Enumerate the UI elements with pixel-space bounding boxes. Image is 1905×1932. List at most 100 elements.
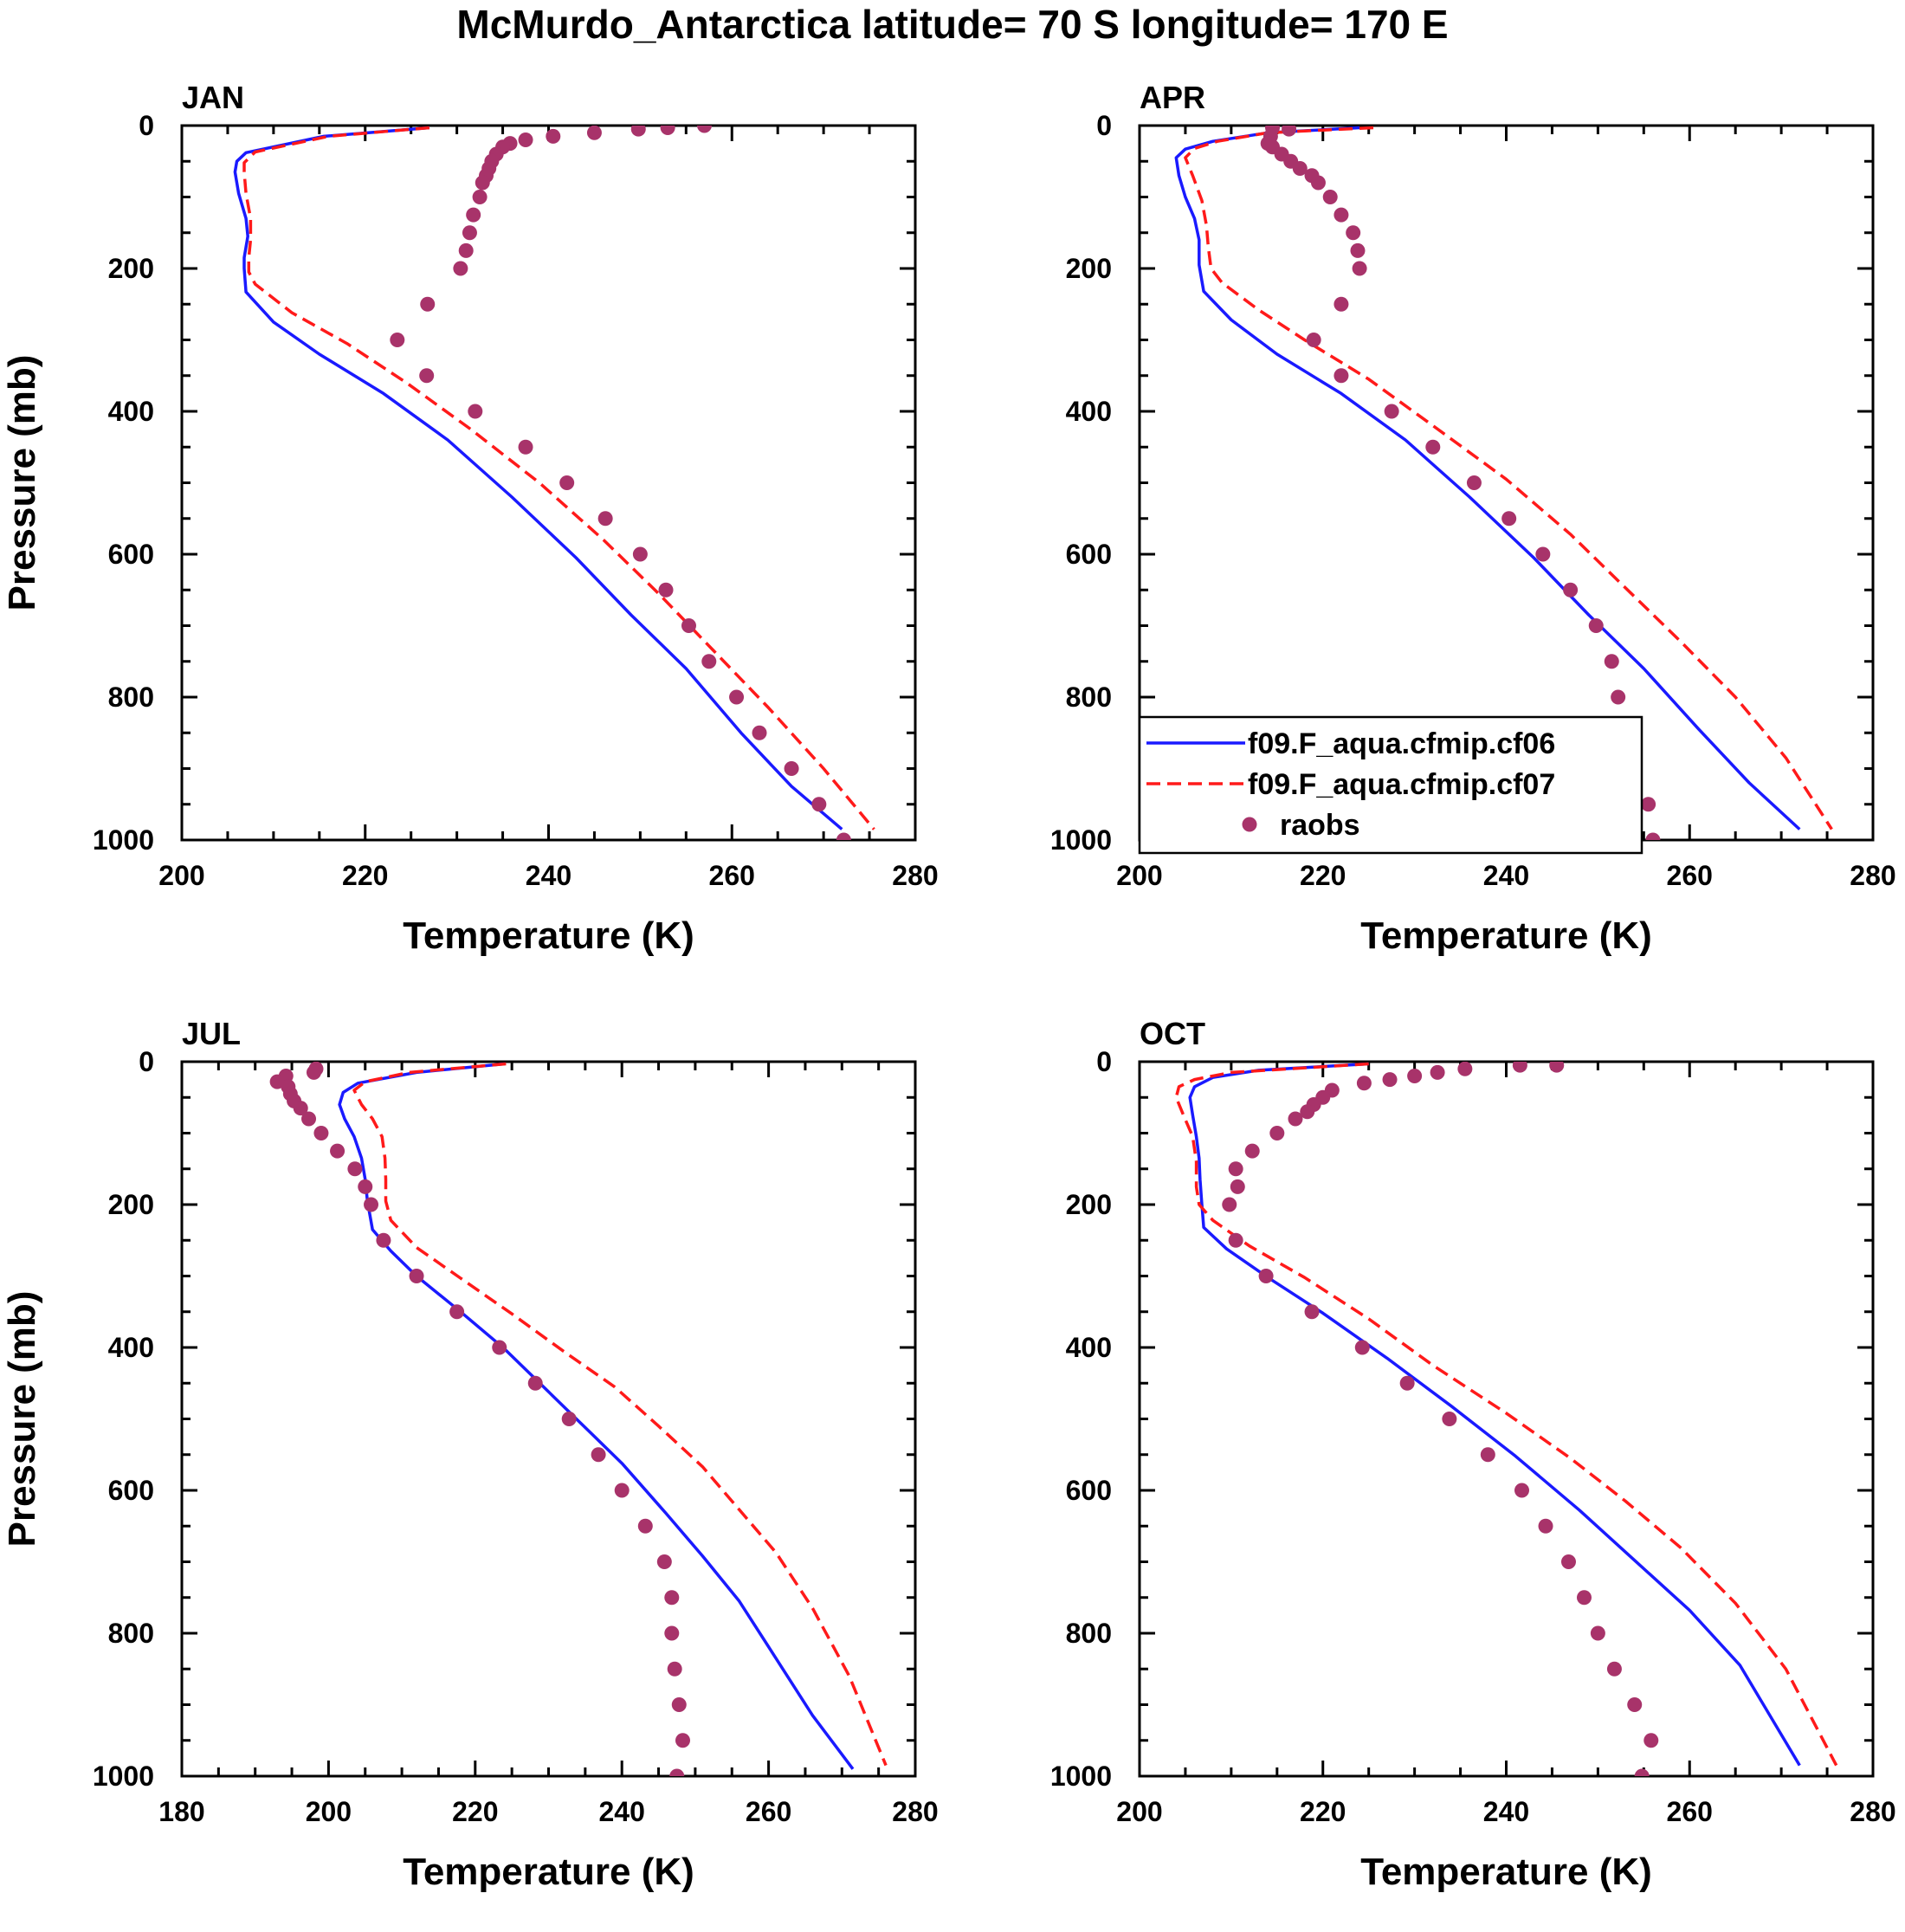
raobs-point <box>630 126 646 137</box>
raobs-point <box>591 1447 606 1463</box>
x-tick-label: 200 <box>1116 860 1162 891</box>
raobs-point <box>313 1126 329 1140</box>
raobs-point <box>1322 190 1338 204</box>
raobs-point <box>1643 1733 1659 1748</box>
raobs-point <box>1641 797 1656 812</box>
y-tick-label: 400 <box>1066 1332 1112 1363</box>
raobs-point <box>675 1733 691 1748</box>
raobs-point <box>561 1412 577 1426</box>
raobs-point <box>637 1518 653 1534</box>
y-tick-label: 400 <box>108 1332 154 1363</box>
raobs-point <box>1399 1375 1415 1391</box>
raobs-point <box>1480 1447 1495 1463</box>
y-tick-label: 600 <box>108 1475 154 1506</box>
raobs-point <box>1514 1483 1529 1498</box>
y-axis-label: Pressure (mb) <box>1 1291 43 1548</box>
raobs-point <box>458 242 474 258</box>
raobs-point <box>1590 1625 1605 1641</box>
raobs-point <box>784 761 799 776</box>
panel-jan: JAN 200 220 240 260 280 0 200 400 600 800 1000 Tempe… <box>1 80 939 957</box>
legend: f09.F_aqua.cfmip.cf06 f09.F_aqua.cfmip.cf… <box>1138 715 1643 855</box>
raobs-point <box>330 1143 345 1159</box>
x-tick-label: 240 <box>1483 860 1529 891</box>
raobs-point <box>1304 1304 1320 1320</box>
x-tick-label: 280 <box>1850 860 1895 891</box>
x-tick-label: 200 <box>306 1796 352 1827</box>
raobs-point <box>1228 1161 1243 1177</box>
raobs-point <box>1588 618 1604 633</box>
raobs-point <box>1563 582 1579 598</box>
x-axis-label: Temperature (K) <box>1360 1851 1652 1893</box>
panels-container: JAN 200 220 240 260 280 0 200 400 600 800 1000 Tempe… <box>1 80 1896 1893</box>
raobs-point <box>701 654 717 669</box>
x-tick-label: 220 <box>342 860 388 891</box>
panel-jul: JUL 180 200 220 240 260 280 0 200 400 600 800 1000 Te… <box>1 1016 939 1893</box>
raobs-point <box>1356 1076 1372 1091</box>
raobs-point <box>667 1661 682 1677</box>
legend-label-cf06: f09.F_aqua.cfmip.cf06 <box>1248 727 1555 760</box>
raobs-point <box>462 225 477 241</box>
raobs-point <box>1300 1104 1315 1120</box>
x-tick-label: 280 <box>892 860 938 891</box>
legend-box <box>1138 715 1643 855</box>
y-tick-label: 600 <box>1066 1475 1112 1506</box>
raobs-point <box>293 1101 308 1116</box>
raobs-point <box>1244 1143 1260 1159</box>
raobs-point <box>669 1768 685 1776</box>
raobs-point <box>347 1161 363 1177</box>
raobs-point <box>1346 225 1361 241</box>
panel-title: JUL <box>182 1016 241 1051</box>
raobs-point <box>1604 654 1619 669</box>
raobs-point <box>466 207 481 223</box>
raobs-point <box>1352 261 1367 276</box>
y-tick-label: 200 <box>1066 1189 1112 1220</box>
raobs-point <box>364 1197 379 1212</box>
x-tick-label: 260 <box>1667 1796 1713 1827</box>
y-tick-label: 1000 <box>93 824 154 856</box>
raobs-point <box>664 1590 680 1606</box>
raobs-point <box>1382 1072 1398 1088</box>
x-tick-label: 260 <box>709 860 755 891</box>
legend-label-cf07: f09.F_aqua.cfmip.cf07 <box>1248 768 1555 801</box>
y-tick-label: 1000 <box>93 1761 154 1792</box>
cf06-line <box>233 126 843 830</box>
raobs-point <box>468 404 483 419</box>
plot-area <box>1174 1062 1838 1776</box>
x-axis-label: Temperature (K) <box>403 1851 694 1893</box>
raobs-point <box>658 582 674 598</box>
raobs-point <box>518 132 533 147</box>
cf06-line <box>1174 126 1801 830</box>
plot-frame <box>180 1060 917 1778</box>
raobs-point <box>1425 439 1441 455</box>
figure-title: McMurdo_Antarctica latitude= 70 S longit… <box>456 2 1448 47</box>
raobs-point <box>376 1232 391 1248</box>
raobs-point <box>1354 1340 1370 1355</box>
y-tick-label: 600 <box>108 539 154 570</box>
raobs-point <box>1466 475 1482 490</box>
x-tick-label: 200 <box>1116 1796 1162 1827</box>
y-tick-label: 200 <box>108 253 154 284</box>
x-tick-label: 220 <box>452 1796 498 1827</box>
raobs-point <box>453 261 468 276</box>
raobs-point <box>1282 126 1297 137</box>
raobs-point <box>1576 1590 1592 1606</box>
cf06-line <box>338 1062 855 1770</box>
raobs-point <box>729 689 745 705</box>
y-tick-label: 0 <box>1096 1046 1112 1077</box>
raobs-point <box>1457 1062 1473 1076</box>
x-tick-label: 220 <box>1300 860 1346 891</box>
x-tick-label: 240 <box>1483 1796 1529 1827</box>
raobs-point <box>1288 1111 1303 1127</box>
raobs-point <box>1310 175 1326 191</box>
raobs-point <box>1512 1062 1527 1073</box>
raobs-point <box>518 439 533 455</box>
raobs-point <box>1230 1179 1245 1194</box>
panel-title: APR <box>1140 80 1205 115</box>
raobs-point <box>1292 161 1308 176</box>
x-axis-label: Temperature (K) <box>1360 914 1652 957</box>
x-tick-label: 280 <box>1850 1796 1895 1827</box>
raobs-point <box>419 368 435 384</box>
raobs-point <box>614 1483 630 1498</box>
plot-frame <box>180 124 917 842</box>
raobs-point <box>1549 1062 1565 1073</box>
